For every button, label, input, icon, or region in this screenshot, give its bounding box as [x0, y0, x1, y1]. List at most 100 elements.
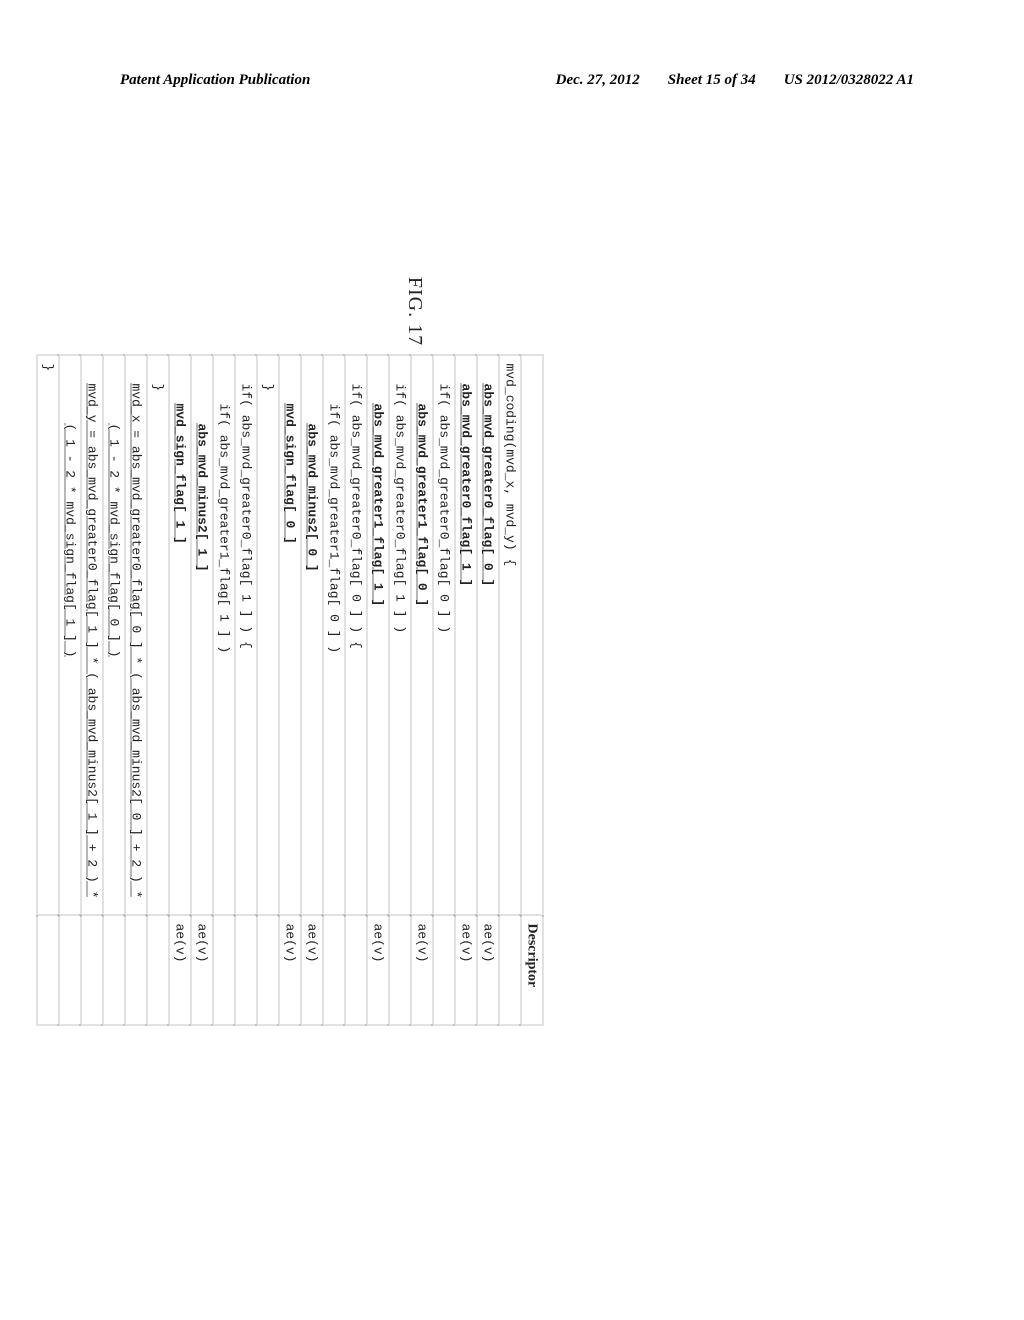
- header-left: Patent Application Publication: [120, 72, 310, 89]
- header-right: Dec. 27, 2012 Sheet 15 of 34 US 2012/032…: [556, 72, 914, 89]
- syntax-cell: if( abs_mvd_greater0_flag[ 1 ] ): [389, 355, 411, 915]
- syntax-cell: }: [147, 355, 169, 915]
- syntax-text: mvd_y = abs_mvd_greater0_flag[ 1 ] * ( a…: [85, 384, 100, 899]
- syntax-cell: mvd_coding(mvd_x, mvd_y) {: [499, 355, 521, 915]
- syntax-text: if( abs_mvd_greater0_flag[ 1 ] ) {: [239, 384, 254, 649]
- table-row: mvd_coding(mvd_x, mvd_y) {: [499, 355, 521, 1025]
- syntax-text: if( abs_mvd_greater1_flag[ 0 ] ): [327, 404, 342, 654]
- syntax-cell: }: [257, 355, 279, 915]
- table-row: mvd_y = abs_mvd_greater0_flag[ 1 ] * ( a…: [81, 355, 103, 1025]
- descriptor-cell: [37, 915, 59, 1025]
- syntax-text: }: [261, 384, 276, 392]
- syntax-cell: if( abs_mvd_greater1_flag[ 0 ] ): [323, 355, 345, 915]
- syntax-text: abs_mvd_greater1_flag[ 1 ]: [371, 404, 386, 607]
- table-row: }: [37, 355, 59, 1025]
- syntax-text: abs_mvd_minus2[ 0 ]: [305, 424, 320, 572]
- table-row: if( abs_mvd_greater1_flag[ 0 ] ): [323, 355, 345, 1025]
- syntax-cell: ( 1 - 2 * mvd_sign_flag[ 1 ] ): [59, 355, 81, 915]
- descriptor-cell: [235, 915, 257, 1025]
- descriptor-cell: ae(v): [477, 915, 499, 1025]
- syntax-cell: abs_mvd_greater0_flag[ 1 ]: [455, 355, 477, 915]
- descriptor-cell: ae(v): [279, 915, 301, 1025]
- table-row: if( abs_mvd_greater0_flag[ 1 ] ): [389, 355, 411, 1025]
- syntax-cell: if( abs_mvd_greater0_flag[ 0 ] ): [433, 355, 455, 915]
- table-row: ( 1 - 2 * mvd_sign_flag[ 0 ] ): [103, 355, 125, 1025]
- descriptor-cell: [433, 915, 455, 1025]
- table-row: abs_mvd_greater1_flag[ 0 ] ae(v): [411, 355, 433, 1025]
- descriptor-cell: ae(v): [411, 915, 433, 1025]
- syntax-text: abs_mvd_greater0_flag[ 0 ]: [481, 384, 496, 587]
- syntax-text: mvd_sign_flag[ 0 ]: [283, 404, 298, 544]
- table-row: mvd_sign_flag[ 1 ] ae(v): [169, 355, 191, 1025]
- descriptor-cell: [389, 915, 411, 1025]
- header-pubno: US 2012/0328022 A1: [784, 72, 914, 89]
- syntax-text: mvd_x = abs_mvd_greater0_flag[ 0 ] * ( a…: [129, 384, 144, 899]
- syntax-text: }: [41, 364, 56, 372]
- syntax-text: mvd_sign_flag[ 1 ]: [173, 404, 188, 544]
- descriptor-cell: [125, 915, 147, 1025]
- syntax-text: if( abs_mvd_greater0_flag[ 1 ] ): [393, 384, 408, 634]
- table-row: abs_mvd_greater0_flag[ 1 ] ae(v): [455, 355, 477, 1025]
- descriptor-cell: [257, 915, 279, 1025]
- syntax-text: }: [151, 384, 166, 392]
- syntax-cell: mvd_x = abs_mvd_greater0_flag[ 0 ] * ( a…: [125, 355, 147, 915]
- descriptor-cell: ae(v): [367, 915, 389, 1025]
- table-row: }: [257, 355, 279, 1025]
- syntax-cell: if( abs_mvd_greater0_flag[ 0 ] ) {: [345, 355, 367, 915]
- table-row: if( abs_mvd_greater0_flag[ 0 ] ) {: [345, 355, 367, 1025]
- table-row: if( abs_mvd_greater1_flag[ 1 ] ): [213, 355, 235, 1025]
- syntax-cell: abs_mvd_minus2[ 1 ]: [191, 355, 213, 915]
- table-row: mvd_x = abs_mvd_greater0_flag[ 0 ] * ( a…: [125, 355, 147, 1025]
- syntax-cell: mvd_sign_flag[ 1 ]: [169, 355, 191, 915]
- table-row: if( abs_mvd_greater0_flag[ 1 ] ) {: [235, 355, 257, 1025]
- figure-label: FIG. 17: [403, 277, 426, 346]
- descriptor-cell: [81, 915, 103, 1025]
- syntax-cell: }: [37, 355, 59, 915]
- table-row: if( abs_mvd_greater0_flag[ 0 ] ): [433, 355, 455, 1025]
- syntax-text: if( abs_mvd_greater0_flag[ 0 ] ): [437, 384, 452, 634]
- syntax-text: if( abs_mvd_greater0_flag[ 0 ] ) {: [349, 384, 364, 649]
- descriptor-cell: [213, 915, 235, 1025]
- descriptor-cell: ae(v): [455, 915, 477, 1025]
- descriptor-cell: [345, 915, 367, 1025]
- syntax-text: if( abs_mvd_greater1_flag[ 1 ] ): [217, 404, 232, 654]
- syntax-cell: abs_mvd_greater1_flag[ 1 ]: [367, 355, 389, 915]
- syntax-text: abs_mvd_minus2[ 1 ]: [195, 424, 210, 572]
- header-date: Dec. 27, 2012: [556, 72, 640, 89]
- header-sheet: Sheet 15 of 34: [668, 72, 756, 89]
- table-row: abs_mvd_greater0_flag[ 0 ] ae(v): [477, 355, 499, 1025]
- descriptor-cell: ae(v): [191, 915, 213, 1025]
- descriptor-cell: [59, 915, 81, 1025]
- syntax-table-wrapper: Descriptor mvd_coding(mvd_x, mvd_y) { abs…: [37, 355, 544, 1026]
- syntax-text: abs_mvd_greater0_flag[ 1 ]: [459, 384, 474, 587]
- table-header-row: Descriptor: [521, 355, 543, 1025]
- descriptor-cell: [499, 915, 521, 1025]
- col-header-syntax: [521, 355, 543, 915]
- descriptor-cell: ae(v): [301, 915, 323, 1025]
- syntax-cell: ( 1 - 2 * mvd_sign_flag[ 0 ] ): [103, 355, 125, 915]
- descriptor-cell: [323, 915, 345, 1025]
- table-row: ( 1 - 2 * mvd_sign_flag[ 1 ] ): [59, 355, 81, 1025]
- table-row: mvd_sign_flag[ 0 ] ae(v): [279, 355, 301, 1025]
- syntax-text: mvd_coding(mvd_x, mvd_y) {: [503, 364, 518, 567]
- table-row: abs_mvd_greater1_flag[ 1 ] ae(v): [367, 355, 389, 1025]
- syntax-cell: if( abs_mvd_greater0_flag[ 1 ] ) {: [235, 355, 257, 915]
- syntax-cell: mvd_y = abs_mvd_greater0_flag[ 1 ] * ( a…: [81, 355, 103, 915]
- syntax-text: ( 1 - 2 * mvd_sign_flag[ 0 ] ): [107, 424, 122, 658]
- page-header: Patent Application Publication Dec. 27, …: [0, 72, 1024, 89]
- col-header-descriptor: Descriptor: [521, 915, 543, 1025]
- table-row: abs_mvd_minus2[ 1 ] ae(v): [191, 355, 213, 1025]
- syntax-table: Descriptor mvd_coding(mvd_x, mvd_y) { abs…: [37, 355, 544, 1026]
- syntax-text: ( 1 - 2 * mvd_sign_flag[ 1 ] ): [63, 424, 78, 658]
- descriptor-cell: [147, 915, 169, 1025]
- table-row: abs_mvd_minus2[ 0 ] ae(v): [301, 355, 323, 1025]
- syntax-table-body: mvd_coding(mvd_x, mvd_y) { abs_mvd_greate…: [37, 355, 521, 1025]
- syntax-cell: abs_mvd_greater1_flag[ 0 ]: [411, 355, 433, 915]
- descriptor-cell: ae(v): [169, 915, 191, 1025]
- syntax-cell: mvd_sign_flag[ 0 ]: [279, 355, 301, 915]
- table-row: }: [147, 355, 169, 1025]
- syntax-text: abs_mvd_greater1_flag[ 0 ]: [415, 404, 430, 607]
- syntax-cell: abs_mvd_minus2[ 0 ]: [301, 355, 323, 915]
- syntax-cell: if( abs_mvd_greater1_flag[ 1 ] ): [213, 355, 235, 915]
- syntax-cell: abs_mvd_greater0_flag[ 0 ]: [477, 355, 499, 915]
